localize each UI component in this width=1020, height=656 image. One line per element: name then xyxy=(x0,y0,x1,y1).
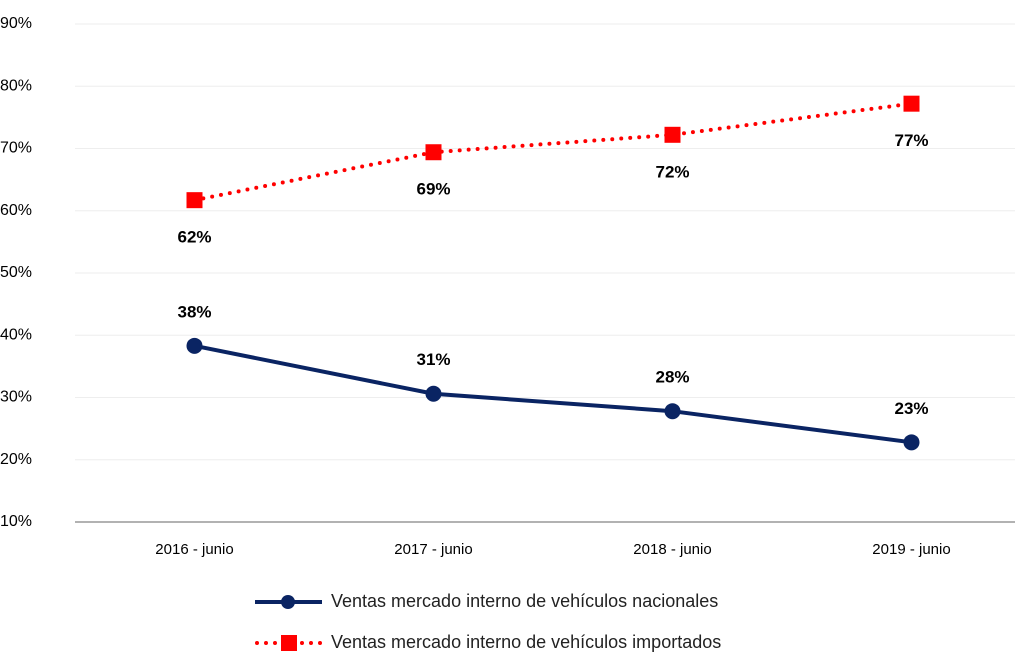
point xyxy=(186,192,203,209)
point xyxy=(425,385,442,402)
y-tick-label: 30% xyxy=(0,389,32,406)
legend-label: Ventas mercado interno de vehículos impo… xyxy=(331,632,721,652)
value-label: 28% xyxy=(655,368,689,387)
x-tick-label: 2019 - junio xyxy=(872,541,950,558)
point xyxy=(186,337,203,354)
y-tick-label: 50% xyxy=(0,264,32,281)
point xyxy=(903,95,920,112)
y-tick-label: 80% xyxy=(0,77,32,94)
y-tick-label: 60% xyxy=(0,202,32,219)
series-line xyxy=(192,343,914,445)
series-line xyxy=(192,101,914,203)
value-label: 72% xyxy=(655,162,689,181)
y-tick-label: 10% xyxy=(0,513,32,530)
legend-label: Ventas mercado interno de vehículos naci… xyxy=(331,591,718,611)
x-tick-label: 2017 - junio xyxy=(394,541,472,558)
value-label: 23% xyxy=(894,399,928,418)
value-label: 38% xyxy=(177,302,211,321)
point xyxy=(425,144,442,161)
legend-swatch xyxy=(281,635,297,651)
point xyxy=(664,403,681,420)
y-tick-label: 70% xyxy=(0,140,32,157)
legend-swatch xyxy=(281,595,295,609)
value-label: 77% xyxy=(894,131,928,150)
y-tick-label: 90% xyxy=(0,15,32,32)
y-tick-label: 40% xyxy=(0,326,32,343)
point xyxy=(903,434,920,451)
value-label: 62% xyxy=(177,228,211,247)
x-tick-label: 2016 - junio xyxy=(155,541,233,558)
point xyxy=(664,126,681,143)
x-tick-label: 2018 - junio xyxy=(633,541,711,558)
value-label: 31% xyxy=(416,350,450,369)
y-tick-label: 20% xyxy=(0,451,32,468)
value-label: 69% xyxy=(416,180,450,199)
